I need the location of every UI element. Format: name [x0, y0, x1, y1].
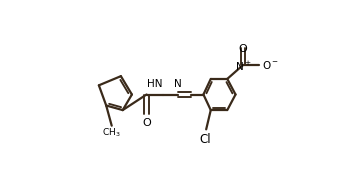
- Text: O$^-$: O$^-$: [262, 59, 279, 71]
- Text: O: O: [142, 118, 151, 128]
- Text: N$^+$: N$^+$: [235, 60, 251, 73]
- Text: CH$_3$: CH$_3$: [103, 127, 121, 139]
- Text: N: N: [174, 79, 182, 89]
- Text: O: O: [239, 44, 247, 54]
- Text: HN: HN: [147, 79, 162, 89]
- Text: Cl: Cl: [199, 133, 211, 146]
